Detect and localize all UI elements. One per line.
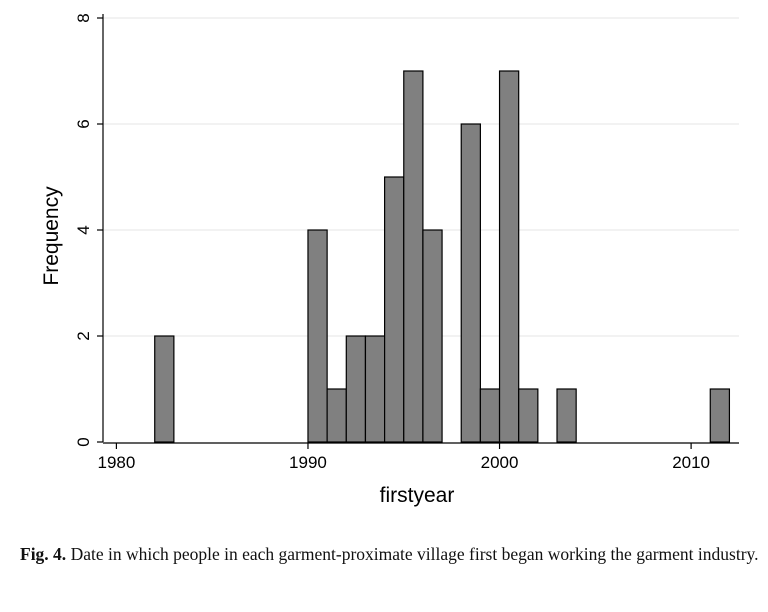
tick-labels: 0 2 4 6 8 1980 1990 2000 2010: [74, 13, 710, 472]
histogram-chart: 0 2 4 6 8 1980 1990 2000 2010 firstyear Frequenc…: [40, 13, 739, 507]
histogram-bar: [479, 388, 501, 443]
histogram-bar: [384, 176, 405, 443]
histogram-bar: [345, 335, 367, 443]
x-tick-label: 1980: [97, 453, 135, 472]
histogram-bar: [460, 123, 481, 443]
figure-caption: Fig. 4. Date in which people in each gar…: [20, 542, 760, 566]
x-tick-label: 1990: [289, 453, 327, 472]
histogram-bar: [154, 335, 175, 443]
histogram-bar: [709, 388, 731, 443]
x-tick-label: 2000: [481, 453, 519, 472]
histogram-bar: [498, 70, 520, 443]
histogram-bar: [556, 388, 577, 443]
axes: [97, 14, 739, 449]
histogram-bar: [422, 229, 443, 443]
x-tick-label: 2010: [672, 453, 710, 472]
y-tick-label: 0: [74, 437, 93, 446]
y-tick-label: 4: [74, 225, 93, 234]
caption-text: Date in which people in each garment-pro…: [66, 544, 759, 564]
y-tick-label: 6: [74, 119, 93, 128]
y-tick-label: 8: [74, 13, 93, 22]
histogram-bar: [518, 388, 539, 443]
histogram-bar: [307, 229, 328, 443]
histogram-bar: [403, 70, 424, 443]
caption-label: Fig. 4.: [20, 544, 67, 564]
y-tick-label: 2: [74, 331, 93, 340]
histogram-bar: [326, 388, 347, 443]
x-axis-title: firstyear: [380, 484, 455, 507]
y-axis-title: Frequency: [40, 186, 63, 286]
histogram-bar: [364, 335, 386, 443]
histogram-bars: [154, 70, 731, 443]
